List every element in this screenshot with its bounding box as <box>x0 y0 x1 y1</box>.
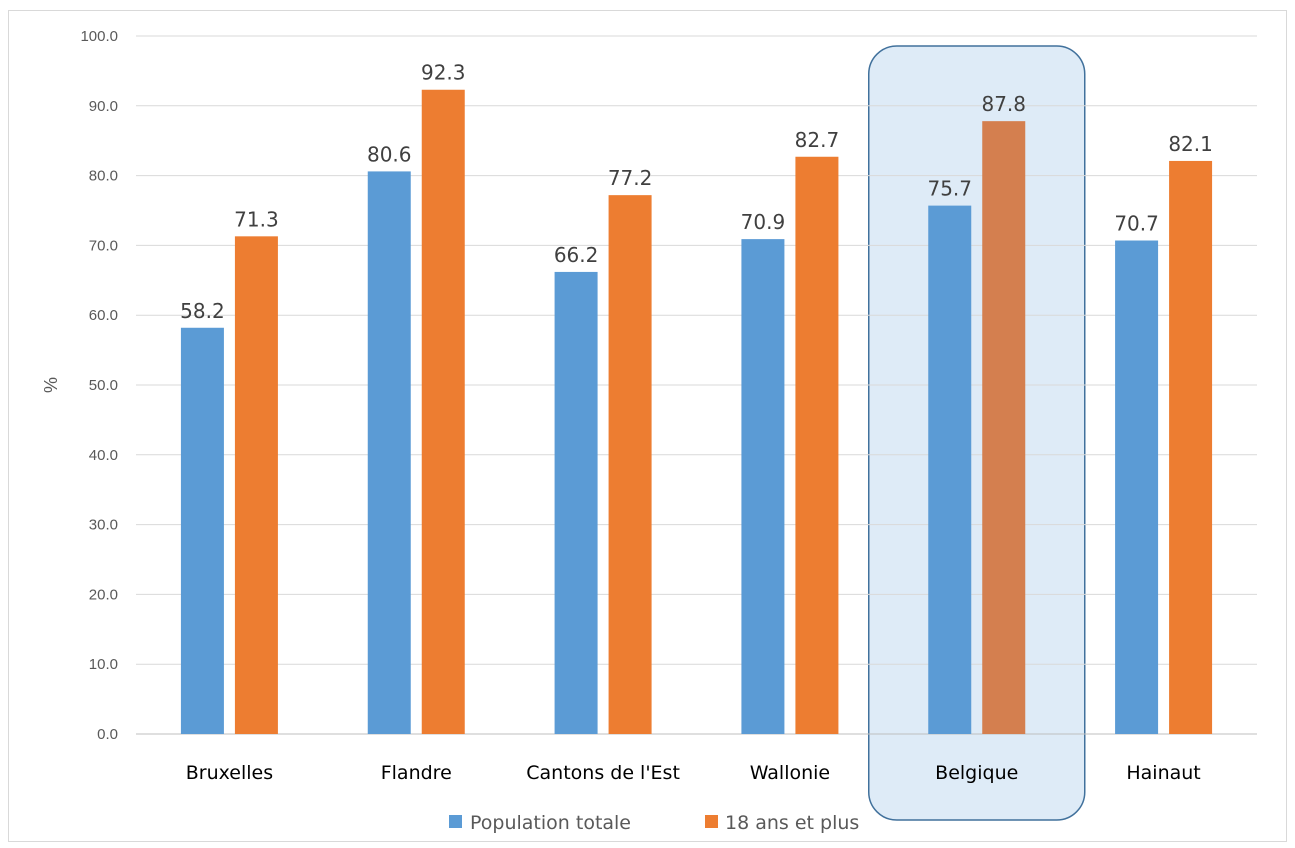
value-label-flandre-population-totale: 80.6 <box>367 142 412 166</box>
x-category-label-wallonie: Wallonie <box>750 762 830 784</box>
y-tick-label: 0.0 <box>97 726 118 743</box>
bar-bruxelles-18-ans-et-plus <box>234 236 278 735</box>
y-axis-ticks: 0.0 10.0 20.0 30.0 40.0 50.0 60.0 70.0 80.0 90.0 1… <box>80 28 118 743</box>
bar-belgique-18-ans-et-plus <box>982 121 1026 734</box>
bar-hainaut-population-totale <box>1115 240 1159 735</box>
bar-hainaut-18-ans-et-plus <box>1169 160 1213 734</box>
legend-label-18-ans-et-plus: 18 ans et plus <box>725 812 859 834</box>
y-tick-label: 50.0 <box>89 377 118 394</box>
y-tick-label: 30.0 <box>89 517 118 534</box>
x-category-label-hainaut: Hainaut <box>1126 762 1200 784</box>
value-label-hainaut-18-ans-et-plus: 82.1 <box>1168 132 1213 156</box>
bar-bruxelles-population-totale <box>180 327 224 734</box>
value-label-wallonie-population-totale: 70.9 <box>741 210 786 234</box>
x-axis-categories: Bruxelles Flandre Cantons de l'Est Wallonie… <box>186 762 1201 784</box>
bar-cantons-de-l-est-18-ans-et-plus <box>608 195 652 735</box>
x-category-label-belgique: Belgique <box>935 762 1018 784</box>
legend-swatch-population-totale <box>449 815 462 828</box>
bars <box>180 89 1213 735</box>
y-tick-label: 40.0 <box>89 447 118 464</box>
value-label-bruxelles-18-ans-et-plus: 71.3 <box>234 207 279 231</box>
value-label-hainaut-population-totale: 70.7 <box>1114 212 1159 236</box>
bar-wallonie-population-totale <box>741 239 785 735</box>
bar-cantons-de-l-est-population-totale <box>554 271 598 734</box>
value-label-cantons-de-l-est-population-totale: 66.2 <box>554 243 599 267</box>
bar-flandre-18-ans-et-plus <box>421 89 465 735</box>
y-tick-label: 60.0 <box>89 307 118 324</box>
y-tick-label: 10.0 <box>89 656 118 673</box>
value-label-cantons-de-l-est-18-ans-et-plus: 77.2 <box>608 166 653 190</box>
legend: Population totale 18 ans et plus <box>449 812 859 834</box>
legend-label-population-totale: Population totale <box>470 812 631 834</box>
y-tick-label: 80.0 <box>89 168 118 185</box>
value-label-bruxelles-population-totale: 58.2 <box>180 299 225 323</box>
value-label-wallonie-18-ans-et-plus: 82.7 <box>795 128 840 152</box>
y-tick-label: 100.0 <box>80 28 118 45</box>
gridlines <box>136 35 1257 735</box>
x-category-label-bruxelles: Bruxelles <box>186 762 273 784</box>
legend-swatch-18-ans-et-plus <box>705 815 718 828</box>
value-labels: 58.2 71.3 80.6 92.3 66.2 77.2 70.9 82.7 75.7 87.8… <box>180 61 1213 323</box>
highlight-layer <box>868 45 1086 821</box>
value-label-flandre-18-ans-et-plus: 92.3 <box>421 61 466 85</box>
y-tick-label: 20.0 <box>89 586 118 603</box>
y-tick-label: 70.0 <box>89 237 118 254</box>
highlight-box-belgique <box>868 45 1086 821</box>
x-category-label-flandre: Flandre <box>381 762 452 784</box>
value-label-belgique-18-ans-et-plus: 87.8 <box>981 92 1026 116</box>
value-label-belgique-population-totale: 75.7 <box>927 177 972 201</box>
x-category-label-cantons-de-l-est: Cantons de l'Est <box>526 762 680 784</box>
bar-belgique-population-totale <box>928 205 972 734</box>
bar-flandre-population-totale <box>367 171 411 735</box>
y-axis-title: % <box>41 377 61 393</box>
bar-wallonie-18-ans-et-plus <box>795 156 839 734</box>
y-tick-label: 90.0 <box>89 98 118 115</box>
